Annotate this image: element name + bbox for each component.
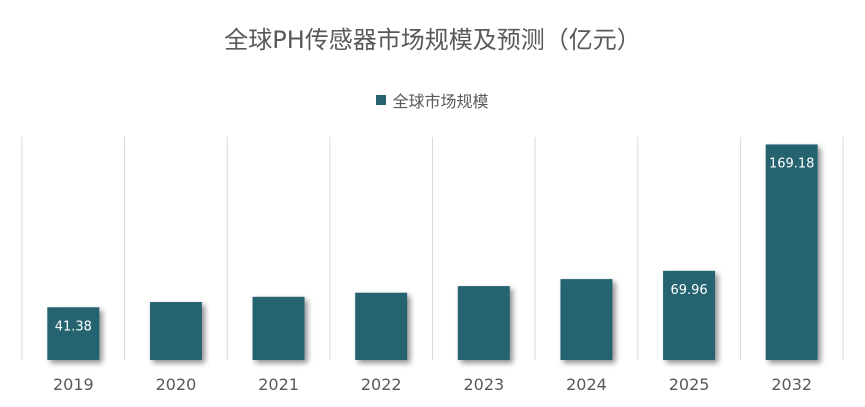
data-label-2025: 69.96 (670, 283, 707, 298)
chart-title: 全球PH传感器市场规模及预测（亿元） (224, 26, 641, 54)
bar-2021 (252, 296, 305, 360)
bar-2019 (47, 307, 100, 360)
x-tick-label-2019: 2019 (53, 375, 94, 394)
data-label-2032: 169.18 (769, 156, 815, 171)
x-tick-label-2024: 2024 (566, 375, 607, 394)
x-tick-label-2021: 2021 (258, 375, 299, 394)
legend-swatch (376, 95, 387, 105)
bar-2020 (149, 302, 202, 360)
bar-2024 (560, 279, 613, 360)
x-tick-label-2022: 2022 (361, 375, 402, 394)
x-tick-label-2025: 2025 (669, 375, 710, 394)
bar-2022 (355, 292, 408, 360)
bars (47, 144, 818, 360)
x-tick-label-2032: 2032 (771, 375, 812, 394)
data-labels: 41.38 69.96 169.18 (55, 156, 815, 334)
category-gridlines (21, 137, 844, 360)
bar-2025 (663, 270, 716, 360)
x-tick-label-2023: 2023 (463, 375, 504, 394)
bar-2032 (765, 144, 818, 360)
bar-2023 (457, 286, 510, 360)
chart-legend: 全球市场规模 (0, 88, 865, 112)
x-tick-label-2020: 2020 (156, 375, 197, 394)
x-axis: 2019 2020 2021 2022 2023 2024 2025 2032 (53, 375, 812, 394)
legend-label: 全球市场规模 (392, 92, 489, 111)
data-label-2019: 41.38 (55, 319, 92, 334)
